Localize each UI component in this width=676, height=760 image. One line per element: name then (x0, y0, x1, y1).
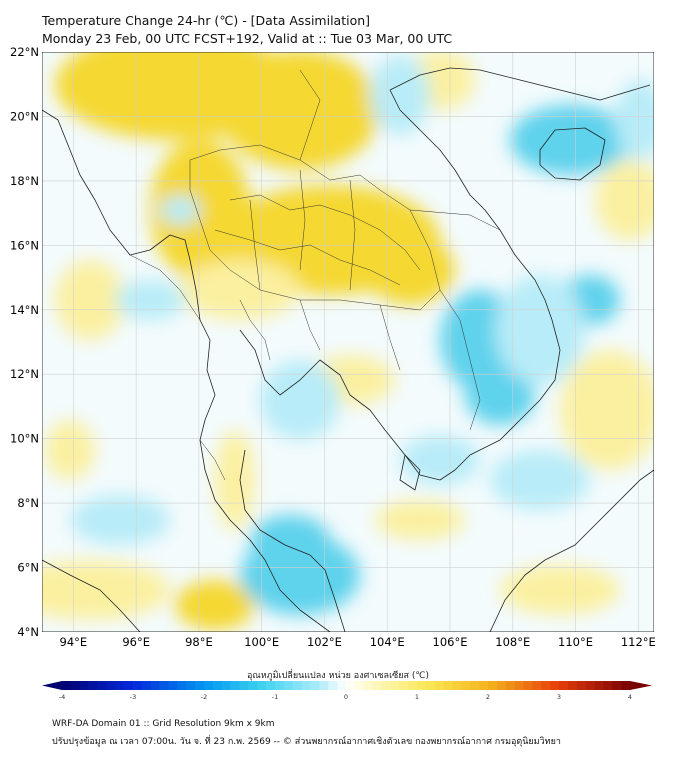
lat-tick-label: 14°N (10, 303, 39, 317)
field-blobs (42, 52, 654, 630)
lat-tick-label: 20°N (10, 109, 39, 123)
lat-tick-label: 22°N (10, 45, 39, 59)
colorbar-label: อุณหภูมิเปลี่ยนแปลง หน่วย องศาเซลเซียส (… (246, 671, 430, 681)
lat-tick-label: 10°N (10, 432, 39, 446)
lon-tick-label: 112°E (621, 635, 656, 649)
coastlines (42, 67, 654, 632)
temperature-field (42, 52, 654, 632)
lon-tick-label: 98°E (185, 635, 213, 649)
footer-line-2: ปรับปรุงข้อมูล ณ เวลา 07:00น. วัน จ. ที่… (52, 737, 561, 747)
lon-tick-label: 94°E (60, 635, 88, 649)
lon-tick-label: 110°E (558, 635, 593, 649)
lat-tick-label: 16°N (10, 238, 39, 252)
longitude-labels: 94°E 96°E 98°E 100°E 102°E 104°E 106°E 108°E 110… (60, 635, 656, 649)
lat-tick-label: 4°N (17, 625, 39, 639)
lat-tick-label: 6°N (17, 561, 39, 575)
admin-borders (129, 69, 501, 481)
graticule (42, 52, 654, 632)
lon-tick-label: 106°E (433, 635, 468, 649)
footer-line-1: WRF-DA Domain 01 :: Grid Resolution 9km … (52, 719, 275, 729)
lon-tick-label: 108°E (495, 635, 530, 649)
lon-tick-label: 100°E (244, 635, 279, 649)
latitude-labels: 22°N 20°N 18°N 16°N 14°N 12°N 10°N 8°N 6°N 4°N (10, 45, 39, 639)
map-subtitle: Monday 23 Feb, 00 UTC FCST+192, Valid at… (42, 31, 453, 46)
lon-tick-label: 102°E (307, 635, 342, 649)
lat-tick-label: 18°N (10, 174, 39, 188)
lon-tick-label: 104°E (370, 635, 405, 649)
lat-tick-label: 8°N (17, 496, 39, 510)
lat-tick-label: 12°N (10, 367, 39, 381)
map-title: Temperature Change 24-hr (℃) - [Data Ass… (42, 13, 371, 28)
lon-tick-label: 96°E (122, 635, 150, 649)
